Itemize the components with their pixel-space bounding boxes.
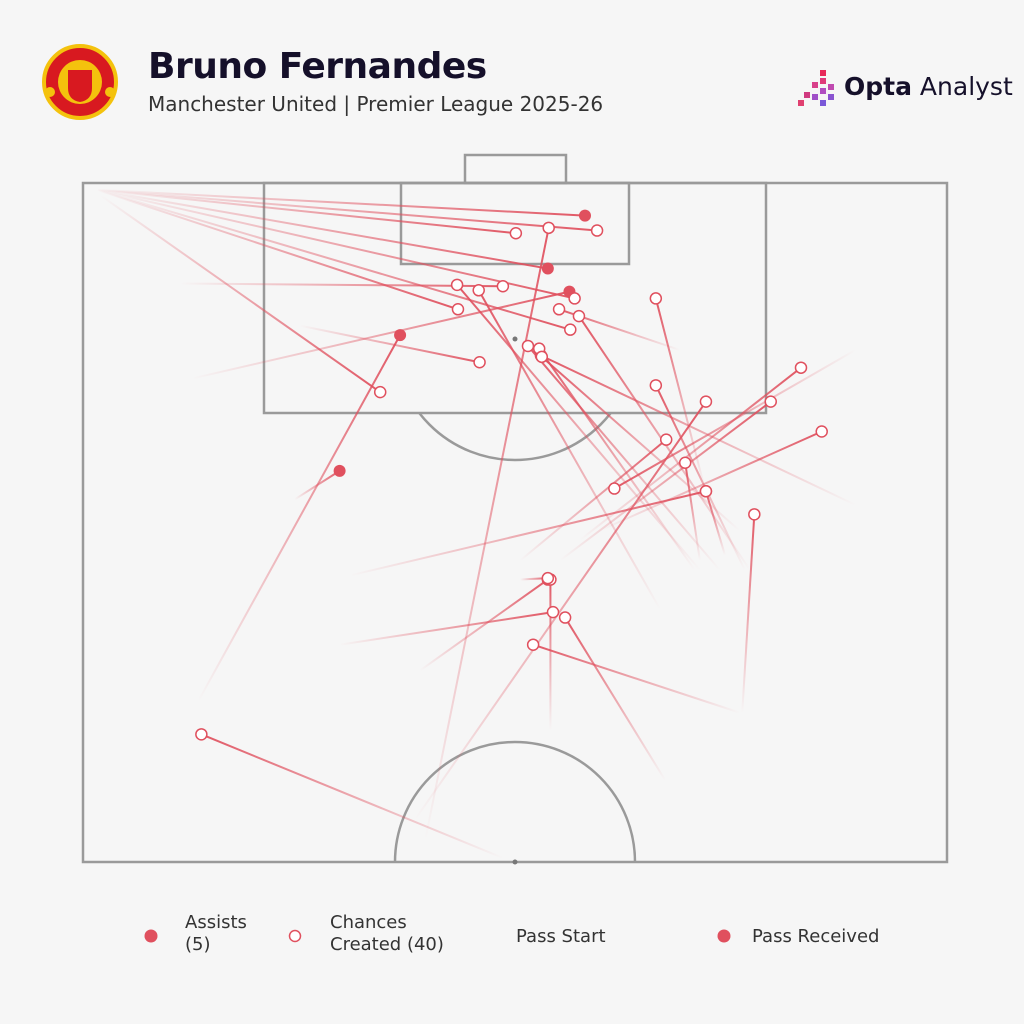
chance-pass-line: [349, 490, 707, 577]
chance-pass-line: [564, 617, 667, 782]
centre-spot: [512, 859, 518, 865]
chance-pass-line: [456, 284, 701, 571]
chance-end-marker: [509, 226, 523, 240]
chance-pass-line: [684, 462, 701, 561]
chance-end-marker: [526, 638, 540, 651]
assist-pass-line: [294, 470, 341, 501]
chance-pass-line: [96, 188, 516, 235]
brand-bold: Opta: [844, 72, 912, 101]
chance-pass-line: [96, 188, 571, 331]
assist-pass-line: [197, 334, 401, 703]
chance-end-marker: [815, 425, 828, 438]
assist-end-marker: [578, 209, 591, 222]
chance-pass-line: [613, 349, 856, 490]
pitch-markings: [81, 153, 949, 864]
chance-end-marker: [558, 611, 572, 624]
chance-end-marker: [568, 292, 581, 305]
chance-end-marker: [699, 485, 713, 498]
chance-end-marker: [373, 385, 387, 399]
manchester-united-crest-icon: [42, 44, 118, 120]
legend-chance-marker-icon: [288, 929, 302, 943]
chance-end-marker: [541, 571, 555, 585]
chance-end-marker: [564, 323, 577, 336]
chance-pass-line: [538, 348, 696, 571]
chance-pass-line: [419, 578, 549, 672]
chance-end-marker: [590, 224, 604, 237]
chance-end-marker: [195, 728, 208, 741]
chance-pass-line: [540, 354, 856, 506]
legend-pass-received: Pass Received: [752, 926, 880, 947]
chance-end-marker: [649, 292, 663, 305]
assist-pass-line: [191, 290, 570, 380]
opta-analyst-logo: Opta Analyst: [798, 66, 1013, 110]
chance-pass-line: [599, 430, 823, 532]
chance-end-marker: [521, 339, 535, 353]
assist-end-marker: [394, 329, 407, 342]
chance-end-marker: [472, 284, 485, 297]
chance-end-marker: [451, 303, 465, 316]
penalty-box: [262, 181, 768, 415]
chance-pass-line: [99, 194, 381, 393]
chance-pass-line: [413, 401, 707, 821]
chance-pass-line: [532, 643, 740, 714]
legend-pass-line-icon: [618, 929, 731, 943]
chance-pass-line: [704, 490, 726, 556]
chance-pass-line: [559, 400, 772, 562]
passes-layer: [96, 188, 856, 859]
centre-circle: [393, 740, 637, 863]
chance-pass-line: [477, 289, 662, 610]
chance-pass-line: [424, 227, 550, 841]
chance-pass-line: [96, 188, 598, 232]
chance-end-marker: [608, 482, 621, 495]
chance-end-marker: [535, 350, 549, 364]
chance-end-marker: [659, 433, 673, 446]
chance-end-marker: [649, 379, 663, 392]
opta-pixel-icon: [798, 70, 834, 106]
chance-end-marker: [552, 303, 566, 316]
chance-pass-line: [96, 188, 575, 300]
chance-end-marker: [764, 395, 777, 408]
assist-pass-line: [96, 188, 549, 270]
assist-pass-line: [96, 188, 586, 217]
penalty-arc: [417, 413, 613, 462]
chance-pass-line: [299, 324, 480, 364]
chance-end-marker: [678, 456, 692, 469]
legend-chances: Chances Created (40): [330, 912, 444, 955]
chance-pass-line: [339, 611, 554, 646]
chance-pass-line: [654, 384, 746, 571]
goal: [463, 153, 568, 185]
assist-end-marker: [541, 262, 554, 275]
brand-light: Analyst: [919, 72, 1013, 101]
chance-pass-line: [741, 514, 756, 713]
legend-assists: Assists (5): [185, 912, 247, 955]
assist-end-marker: [333, 464, 346, 477]
chance-pass-line: [541, 356, 741, 532]
chance-end-marker: [794, 361, 808, 374]
chance-end-marker: [748, 508, 761, 521]
chance-pass-line: [527, 345, 721, 571]
chance-end-marker: [572, 309, 586, 323]
chance-end-marker: [496, 279, 510, 293]
legend-assist-marker-icon: [144, 929, 158, 943]
chance-pass-line: [200, 733, 504, 859]
chance-end-marker: [546, 605, 560, 619]
chance-end-marker: [450, 278, 464, 292]
penalty-spot: [512, 336, 518, 342]
chance-pass-line: [579, 366, 802, 541]
chance-pass-line: [96, 188, 459, 311]
legend-pass-start: Pass Start: [516, 926, 606, 947]
chance-end-marker: [542, 221, 555, 235]
page-subtitle: Manchester United | Premier League 2025-…: [148, 92, 604, 116]
chance-end-marker: [473, 356, 486, 369]
chance-pass-line: [519, 438, 667, 562]
page-title: Bruno Fernandes: [148, 46, 487, 87]
chance-end-marker: [699, 395, 713, 408]
chance-pass-line: [179, 282, 503, 288]
